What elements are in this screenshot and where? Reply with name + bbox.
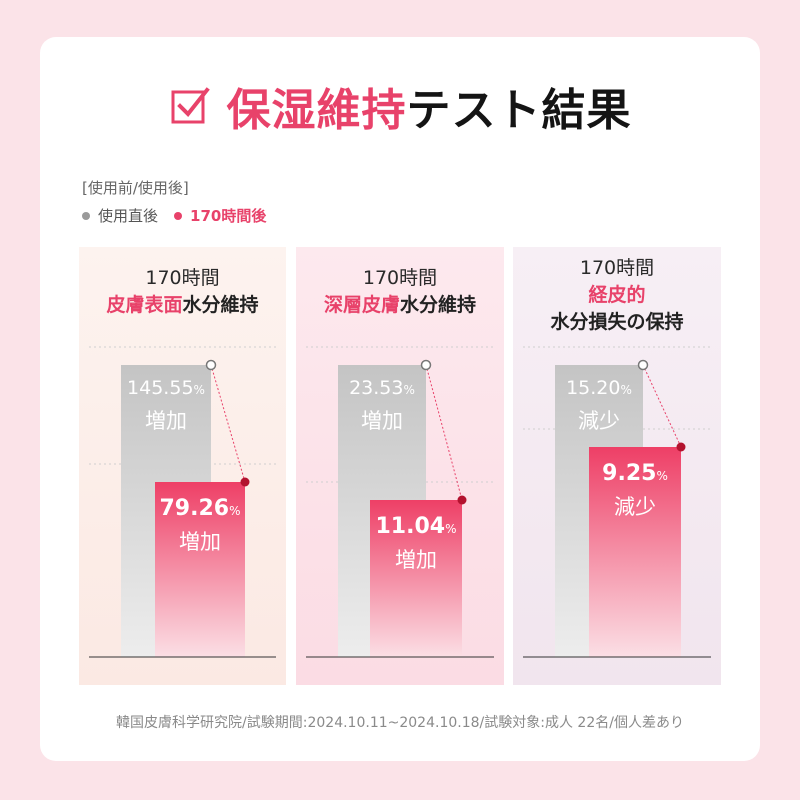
- marker-before: [205, 359, 217, 371]
- chart-title: 170時間深層皮膚水分維持: [296, 265, 504, 319]
- marker-after: [676, 442, 686, 452]
- bar-after: [589, 447, 681, 657]
- chart-panel-tewl: 170時間経皮的水分損失の保持 15.20% 減少 9.25% 減少: [513, 247, 721, 685]
- chart-panel-deep-skin: 170時間深層皮膚水分維持 23.53% 増加 11.04% 増加: [296, 247, 504, 685]
- chart-title-part: 経皮的: [588, 284, 646, 306]
- legend-label-before: 使用直後: [98, 207, 159, 225]
- chart-title-part: 170時間: [362, 267, 438, 289]
- chart-title-part: 水分損失の保持: [550, 311, 684, 333]
- legend-item-before: 使用直後: [82, 205, 158, 226]
- change-label: 増加: [179, 530, 221, 554]
- chart-panel-skin-surface: 170時間皮膚表面水分維持 145.55% 増加 79.26% 増加: [79, 247, 286, 685]
- title-highlight: 保湿維持: [226, 85, 407, 136]
- chart-title-line: 経皮的: [513, 282, 721, 309]
- checkbox-icon: [171, 87, 210, 124]
- legend: 使用直後 170時間後: [82, 205, 282, 226]
- bar-after: [155, 482, 245, 657]
- change-label: 増加: [145, 409, 187, 433]
- value-label: 23.53%: [349, 377, 415, 399]
- chart-title: 170時間経皮的水分損失の保持: [513, 255, 721, 336]
- page-title: 保湿維持 テスト結果: [0, 76, 800, 136]
- chart-title: 170時間皮膚表面水分維持: [79, 265, 286, 319]
- marker-after: [240, 477, 250, 487]
- chart-title-line: 170時間: [79, 265, 286, 292]
- chart-title-part: 水分維持: [182, 294, 259, 316]
- change-label: 増加: [395, 548, 437, 572]
- chart-title-part: 水分維持: [400, 294, 477, 316]
- chart-svg: 15.20% 減少 9.25% 減少: [523, 346, 711, 658]
- value-label: 11.04%: [376, 514, 457, 539]
- legend-dot-before: [82, 211, 90, 220]
- chart-title-line: 深層皮膚水分維持: [296, 292, 504, 319]
- change-label: 減少: [578, 409, 620, 433]
- connector-line: [210, 364, 246, 483]
- marker-before: [637, 359, 649, 371]
- value-label: 145.55%: [127, 377, 205, 399]
- bar-after: [370, 500, 462, 657]
- legend-item-after: 170時間後: [174, 205, 266, 226]
- connector-line: [425, 364, 463, 501]
- legend-title: [使用前/使用後]: [82, 179, 189, 197]
- footer-note: 韓国皮膚科学研究院/試験期間:2024.10.11~2024.10.18/試験対…: [116, 715, 684, 731]
- marker-before: [420, 359, 432, 371]
- value-label: 15.20%: [566, 377, 632, 399]
- title-rest: テスト結果: [406, 85, 632, 136]
- chart-title-part: 170時間: [579, 257, 655, 279]
- change-label: 減少: [614, 495, 656, 519]
- change-label: 増加: [361, 409, 403, 433]
- value-label: 79.26%: [160, 496, 241, 521]
- chart-title-part: 深層皮膚: [323, 294, 400, 316]
- chart-svg: 23.53% 増加 11.04% 増加: [306, 346, 494, 658]
- chart-title-line: 水分損失の保持: [513, 309, 721, 336]
- chart-title-part: 皮膚表面: [106, 294, 183, 316]
- chart-title-line: 170時間: [296, 265, 504, 292]
- chart-svg: 145.55% 増加 79.26% 増加: [89, 346, 276, 658]
- chart-title-line: 170時間: [513, 255, 721, 282]
- value-label: 9.25%: [602, 461, 668, 486]
- legend-dot-after: [174, 211, 183, 220]
- marker-after: [457, 495, 467, 505]
- chart-title-line: 皮膚表面水分維持: [79, 292, 286, 319]
- connector-line: [642, 364, 682, 448]
- legend-label-after: 170時間後: [190, 207, 267, 225]
- chart-title-part: 170時間: [145, 267, 220, 289]
